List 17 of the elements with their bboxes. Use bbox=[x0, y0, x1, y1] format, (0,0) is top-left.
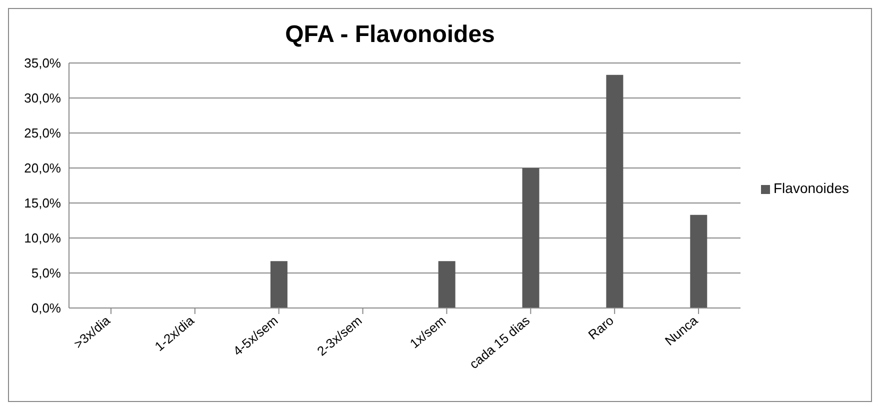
chart-title: QFA - Flavonoides bbox=[284, 21, 496, 50]
bar bbox=[270, 261, 288, 308]
y-tick-label: 5,0% bbox=[31, 266, 62, 281]
bar bbox=[606, 74, 624, 308]
x-tick-label: cada 15 dias bbox=[466, 312, 533, 372]
y-tick-label: 20,0% bbox=[24, 160, 62, 176]
y-tick-label: 10,0% bbox=[24, 230, 62, 246]
bar bbox=[438, 261, 456, 308]
y-tick-label: 35,0% bbox=[24, 56, 62, 71]
bar bbox=[690, 214, 708, 308]
y-tick-label: 15,0% bbox=[24, 196, 62, 211]
bar bbox=[522, 168, 540, 308]
y-tick-label: 30,0% bbox=[24, 90, 62, 106]
y-tick-label: 25,0% bbox=[24, 126, 62, 141]
y-tick-label: 0,0% bbox=[31, 300, 62, 316]
legend-label: Flavonoides bbox=[774, 180, 849, 196]
x-tick-label: Raro bbox=[585, 312, 617, 342]
